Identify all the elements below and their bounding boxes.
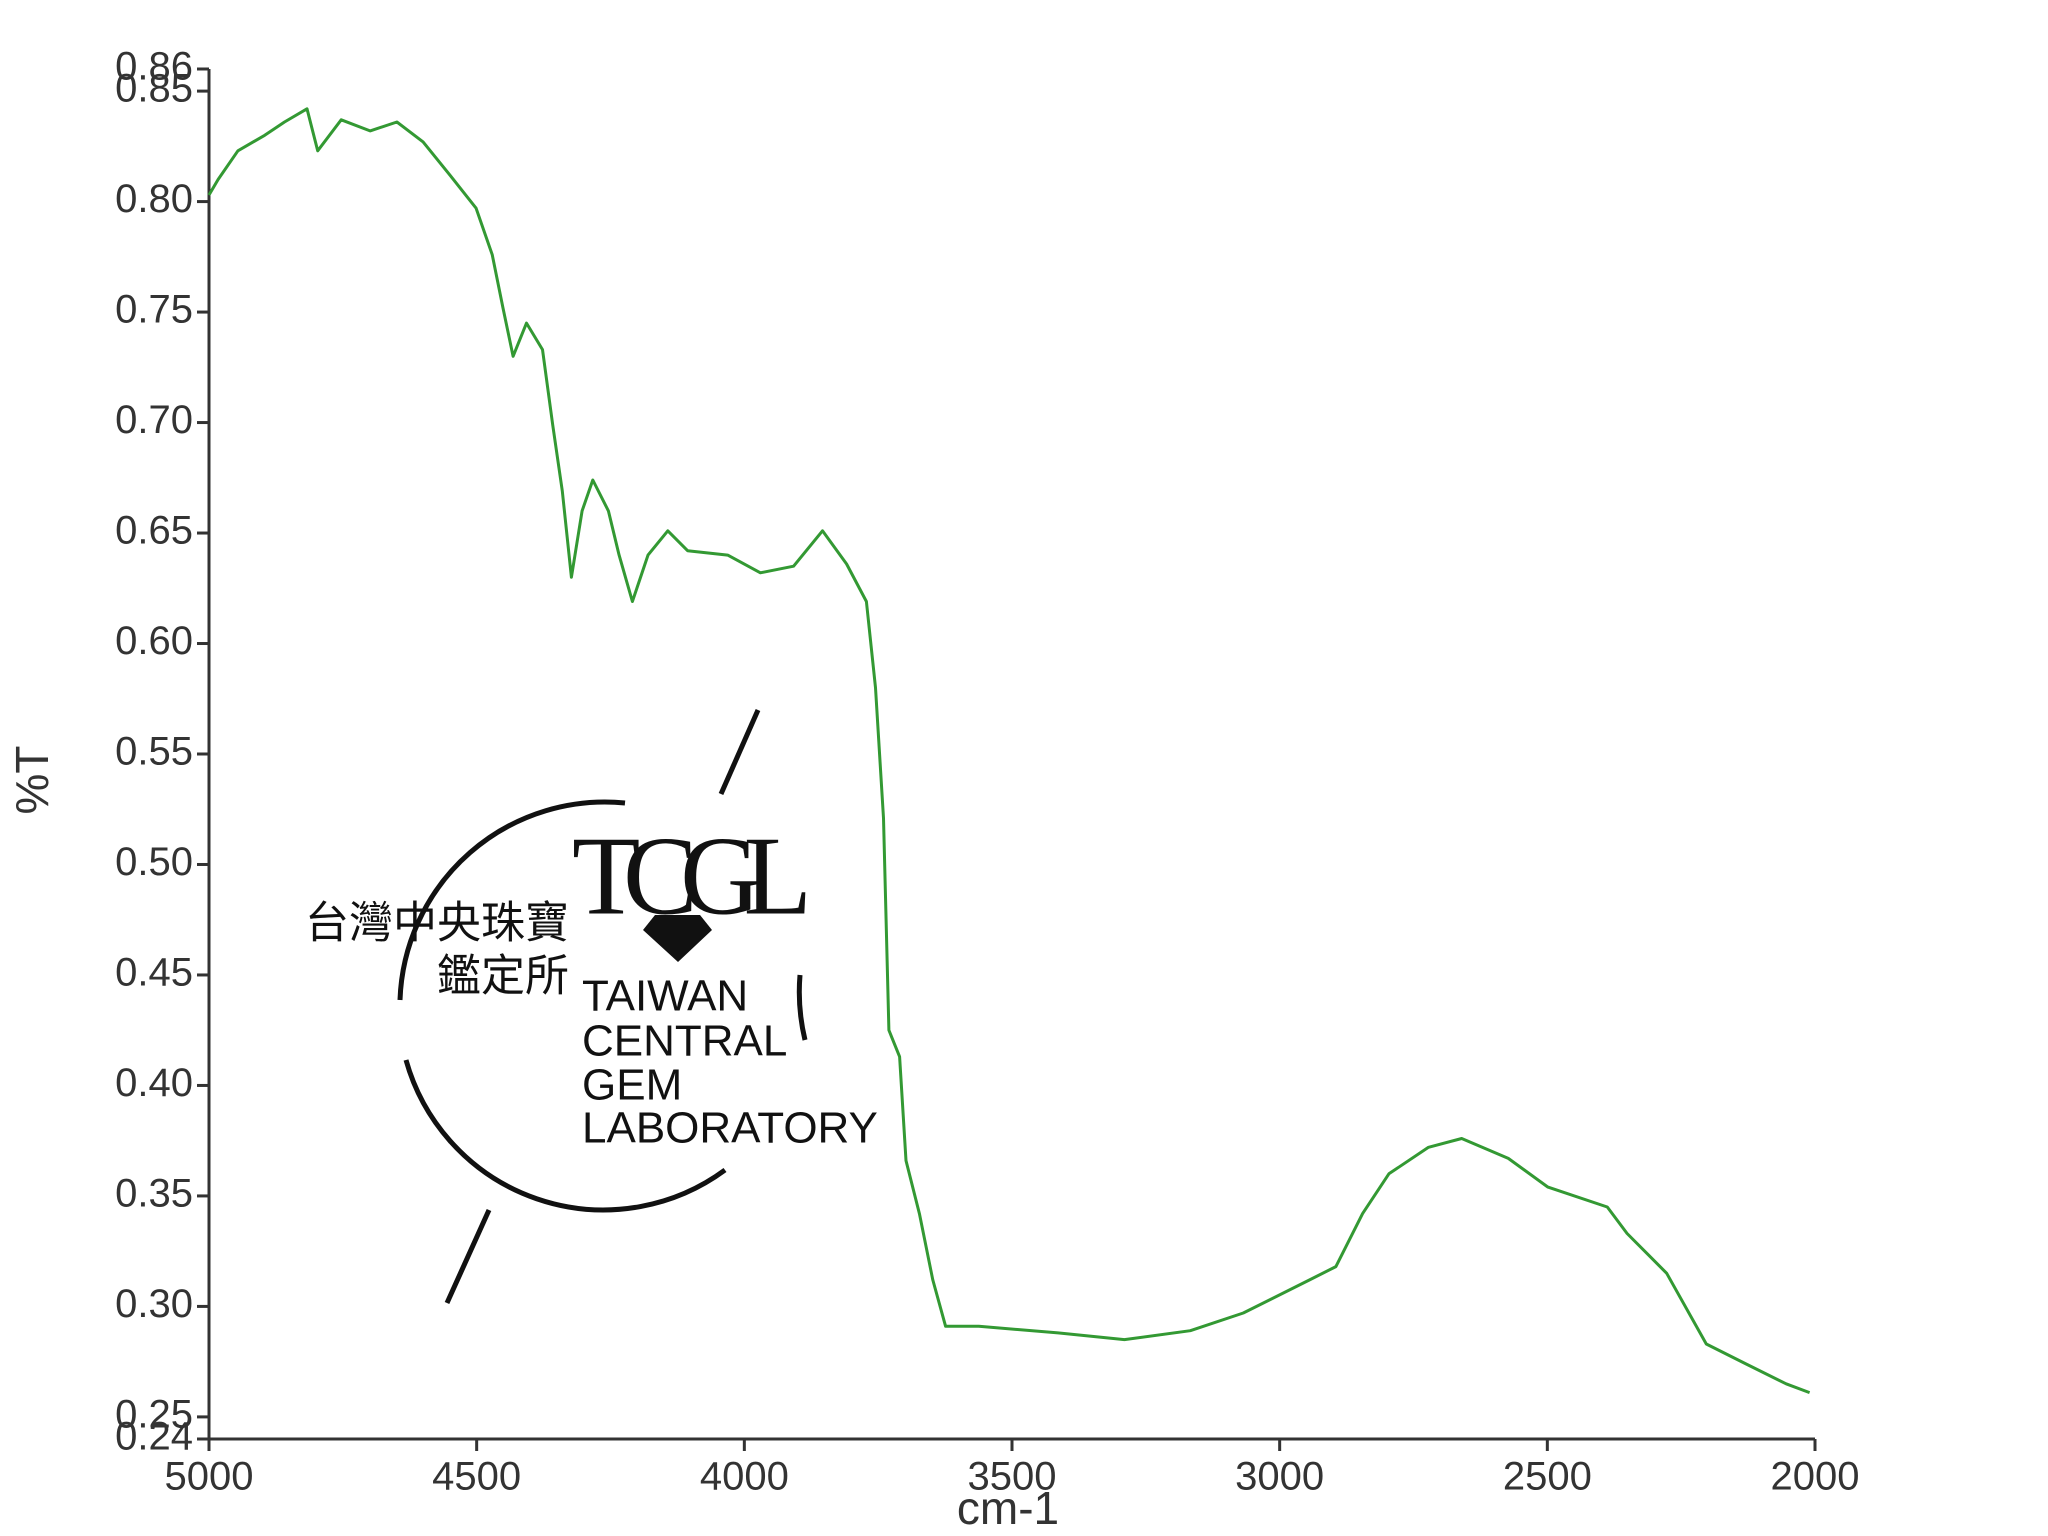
- watermark-chinese: 台灣中央珠寶: [305, 899, 569, 948]
- watermark-chinese: 鑑定所: [437, 952, 569, 1001]
- x-tick-label: 4000: [700, 1455, 789, 1499]
- y-tick-label: 0.24: [115, 1415, 193, 1459]
- y-tick-label: 0.55: [115, 730, 193, 774]
- logo-arc: [403, 1059, 727, 1213]
- y-tick-label: 0.35: [115, 1171, 193, 1215]
- x-tick-label: 5000: [165, 1455, 254, 1499]
- logo-arc: [397, 799, 626, 1001]
- y-tick-label: 0.30: [115, 1282, 193, 1326]
- x-tick-label: 2000: [1771, 1455, 1860, 1499]
- y-tick-label: 0.75: [115, 288, 193, 332]
- y-tick-label: 0.45: [115, 951, 193, 995]
- y-tick-label: 0.86: [115, 45, 193, 89]
- x-tick-label: 2500: [1503, 1455, 1592, 1499]
- x-axis-label: cm-1: [957, 1482, 1059, 1534]
- y-tick-label: 0.80: [115, 177, 193, 221]
- watermark-text: GEM: [582, 1061, 682, 1110]
- x-tick-label: 4500: [432, 1455, 521, 1499]
- watermark-text: CENTRAL: [582, 1017, 787, 1066]
- x-tick-label: 3000: [1235, 1455, 1324, 1499]
- watermark-text: TAIWAN: [582, 972, 748, 1021]
- logo-line: [444, 1208, 492, 1305]
- logo-line: [718, 708, 761, 796]
- y-tick-label: 0.65: [115, 509, 193, 553]
- y-tick-label: 0.70: [115, 398, 193, 442]
- spectrum-line: [207, 107, 1811, 1395]
- logo-diamond: [643, 915, 712, 962]
- logo-arc: [796, 974, 808, 1041]
- y-tick-label: 0.60: [115, 619, 193, 663]
- y-tick-label: 0.40: [115, 1061, 193, 1105]
- y-tick-label: 0.85: [115, 67, 193, 111]
- x-tick-label: 3500: [968, 1455, 1057, 1499]
- y-tick-label: 0.50: [115, 840, 193, 884]
- y-axis-label: %T: [6, 746, 58, 815]
- watermark-logo: TCGL: [572, 815, 812, 939]
- watermark-text: LABORATORY: [582, 1104, 878, 1153]
- watermark: 台灣中央珠寶 鑑定所 TCGL TAIWAN CENTRAL GEM LABOR…: [305, 708, 878, 1305]
- y-tick-label: 0.25: [115, 1392, 193, 1436]
